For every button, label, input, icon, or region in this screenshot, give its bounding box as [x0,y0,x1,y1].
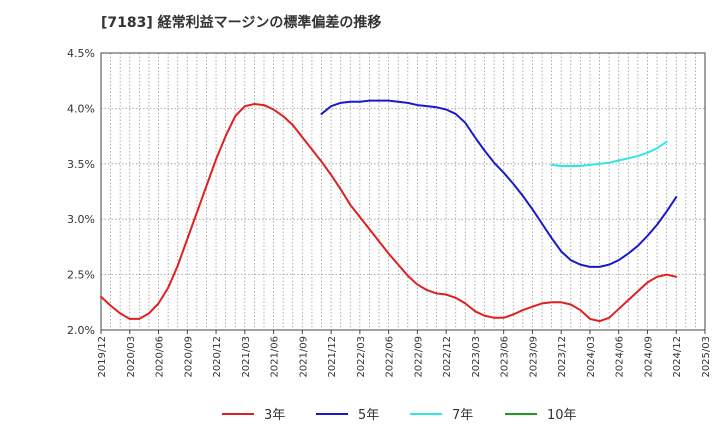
legend: 3年 5年 7年 10年 [222,408,577,423]
x-tick-label: 2022/03 [356,336,367,378]
x-tick-label: 2021/06 [270,336,281,378]
x-axis: 2019/12 2020/03 2020/06 2020/09 2020/12 2021/… [97,330,712,378]
series-lines [100,99,678,323]
x-tick-label: 2021/03 [241,336,252,378]
y-tick-label: 3.0% [67,213,95,226]
x-tick-label: 2022/09 [413,336,424,378]
y-tick-label: 2.5% [67,269,95,282]
x-tick-label: 2020/12 [212,336,223,378]
series-line-2 [550,140,668,168]
legend-label-1: 5年 [358,408,379,423]
x-tick-label: 2024/09 [643,336,654,378]
legend-label-3: 10年 [547,408,577,423]
x-tick-label: 2022/12 [442,336,453,378]
x-tick-label: 2025/03 [701,336,712,378]
y-tick-label: 4.0% [67,102,95,115]
legend-label-0: 3年 [264,408,285,423]
y-tick-label: 4.5% [67,47,95,60]
y-tick-label: 3.5% [67,158,95,171]
grid [101,53,705,330]
x-tick-label: 2020/09 [183,336,194,378]
x-tick-label: 2021/12 [327,336,338,378]
plot-frame [100,52,706,331]
x-tick-label: 2019/12 [97,336,108,378]
y-tick-label: 2.0% [67,324,95,337]
x-tick-label: 2024/12 [672,336,683,378]
x-tick-label: 2021/09 [298,336,309,378]
x-tick-label: 2023/03 [471,336,482,378]
legend-label-2: 7年 [452,408,473,423]
x-tick-label: 2023/09 [528,336,539,378]
x-tick-label: 2020/06 [155,336,166,378]
y-axis: 2.0% 2.5% 3.0% 3.5% 4.0% 4.5% [67,47,95,337]
x-tick-label: 2020/03 [126,336,137,378]
x-tick-label: 2024/06 [615,336,626,378]
x-tick-label: 2024/03 [586,336,597,378]
chart-title: [7183] 経常利益マージンの標準偏差の推移 [101,14,381,31]
series-line-0 [100,102,678,323]
x-tick-label: 2023/12 [557,336,568,378]
x-tick-label: 2022/06 [385,336,396,378]
series-line-1 [320,99,678,268]
x-tick-label: 2023/06 [500,336,511,378]
